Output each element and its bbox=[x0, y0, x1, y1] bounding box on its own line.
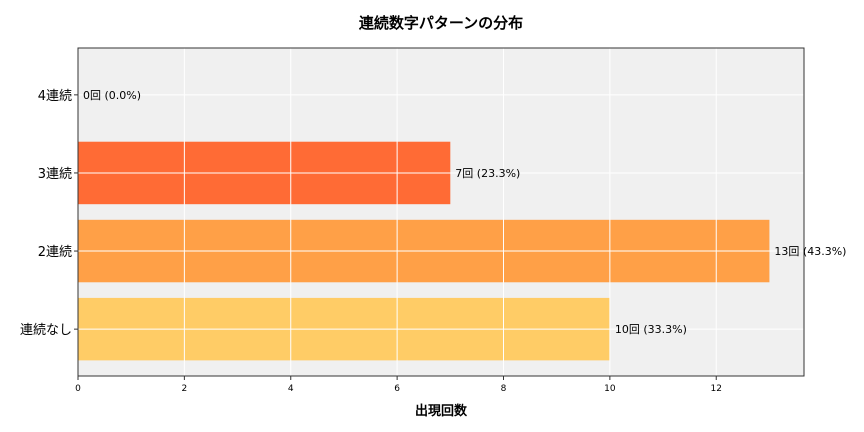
x-axis-label: 出現回数 bbox=[415, 403, 468, 419]
data-label: 10回 (33.3%) bbox=[615, 323, 687, 336]
data-label: 13回 (43.3%) bbox=[774, 245, 846, 258]
y-tick-label: 連続なし bbox=[20, 323, 72, 338]
data-label: 0回 (0.0%) bbox=[83, 89, 141, 102]
x-tick-label: 10 bbox=[604, 384, 616, 394]
x-tick-label: 6 bbox=[394, 384, 400, 394]
data-label: 7回 (23.3%) bbox=[455, 167, 520, 180]
y-tick-label: 4連続 bbox=[38, 89, 72, 104]
chart-title: 連続数字パターンの分布 bbox=[359, 14, 523, 32]
x-tick-label: 2 bbox=[182, 384, 188, 394]
y-tick-label: 3連続 bbox=[38, 167, 72, 182]
x-tick-label: 12 bbox=[711, 384, 722, 394]
x-tick-label: 0 bbox=[75, 384, 81, 394]
plot-frame bbox=[77, 47, 805, 377]
x-tick-label: 4 bbox=[288, 384, 294, 394]
x-tick-label: 8 bbox=[501, 384, 507, 394]
y-tick-label: 2連続 bbox=[38, 245, 72, 260]
